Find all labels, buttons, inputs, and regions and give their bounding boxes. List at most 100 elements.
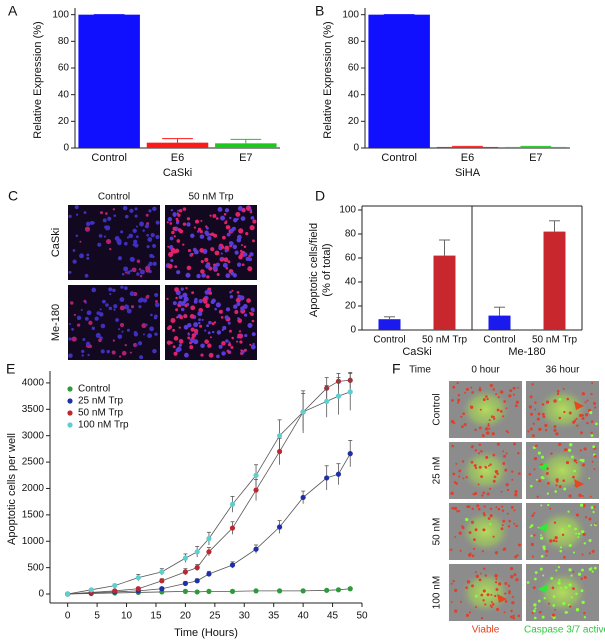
cell — [472, 538, 476, 542]
cell — [182, 243, 185, 246]
cell — [510, 505, 514, 509]
cell — [180, 287, 184, 291]
cell — [452, 385, 456, 389]
cell — [230, 271, 235, 276]
cell — [479, 386, 481, 389]
cell — [480, 475, 483, 479]
marker — [347, 451, 353, 457]
cell — [496, 442, 500, 446]
cell — [74, 205, 79, 210]
cell — [503, 547, 506, 550]
cell — [68, 337, 72, 341]
cell — [484, 427, 489, 431]
cell — [182, 292, 188, 298]
cell — [104, 225, 108, 229]
cell — [471, 391, 474, 394]
cell — [542, 574, 545, 577]
cell — [85, 221, 91, 227]
marker — [65, 591, 71, 597]
cell — [553, 521, 557, 524]
cell — [134, 214, 138, 218]
x-tick-label: 25 — [209, 611, 221, 622]
cell — [514, 404, 518, 408]
cell — [553, 399, 557, 403]
cell — [518, 543, 522, 547]
spheroid — [536, 448, 589, 493]
cell — [568, 543, 572, 548]
cell — [135, 235, 139, 239]
cell — [121, 330, 124, 333]
cell — [250, 216, 255, 220]
cell — [236, 262, 242, 267]
cell — [460, 415, 463, 418]
cell — [153, 316, 158, 320]
cell — [503, 454, 507, 458]
cell — [200, 269, 205, 274]
cell — [581, 600, 585, 605]
cell — [502, 519, 506, 523]
cell — [90, 220, 95, 225]
cell — [470, 520, 475, 524]
marker — [335, 587, 342, 593]
cell — [581, 458, 585, 463]
marker — [347, 586, 353, 592]
cell — [87, 353, 90, 357]
cell — [473, 547, 476, 550]
cell — [94, 316, 99, 321]
cell — [134, 243, 139, 248]
cell — [232, 304, 238, 309]
x-tick-label: 50 — [356, 611, 368, 622]
y-tick-label: 40 — [348, 89, 360, 100]
spheroid — [536, 509, 589, 554]
cell — [208, 352, 214, 358]
cell — [580, 431, 583, 435]
cell — [534, 408, 537, 411]
cell — [169, 236, 174, 241]
cell — [514, 489, 518, 494]
cell — [480, 449, 483, 453]
cell — [145, 295, 150, 299]
cell — [462, 412, 466, 416]
bar — [146, 142, 209, 148]
cell — [243, 348, 247, 352]
cell — [119, 297, 125, 302]
cell — [139, 355, 144, 360]
cell — [198, 318, 201, 322]
cell — [198, 298, 203, 304]
cell — [531, 434, 535, 438]
cell — [121, 272, 125, 276]
cell — [123, 266, 129, 272]
cell — [454, 588, 458, 592]
cell — [178, 339, 184, 344]
cell — [238, 330, 242, 333]
cell — [72, 259, 77, 264]
cell — [125, 271, 128, 274]
cell — [225, 220, 228, 223]
cell — [83, 211, 87, 214]
cell — [113, 308, 116, 311]
cell — [204, 339, 209, 344]
cell — [250, 312, 254, 317]
cell — [541, 476, 545, 480]
cell — [561, 528, 564, 530]
cell — [84, 316, 89, 321]
cell — [500, 390, 504, 394]
row-label: CaSki — [50, 228, 62, 257]
cell — [218, 344, 223, 349]
x-tick-label: 45 — [327, 611, 339, 622]
bar — [505, 146, 567, 148]
cell — [542, 415, 546, 419]
cell — [531, 611, 534, 615]
column-header: Time — [409, 365, 431, 376]
cell — [486, 593, 490, 597]
cell — [231, 289, 234, 292]
arrow — [538, 584, 548, 593]
legend-marker — [67, 422, 73, 428]
cell — [185, 272, 191, 278]
cell — [68, 270, 72, 274]
cell — [214, 307, 217, 311]
micrograph — [526, 442, 599, 499]
cell — [499, 409, 503, 413]
cell — [193, 328, 199, 334]
cell — [456, 509, 459, 513]
